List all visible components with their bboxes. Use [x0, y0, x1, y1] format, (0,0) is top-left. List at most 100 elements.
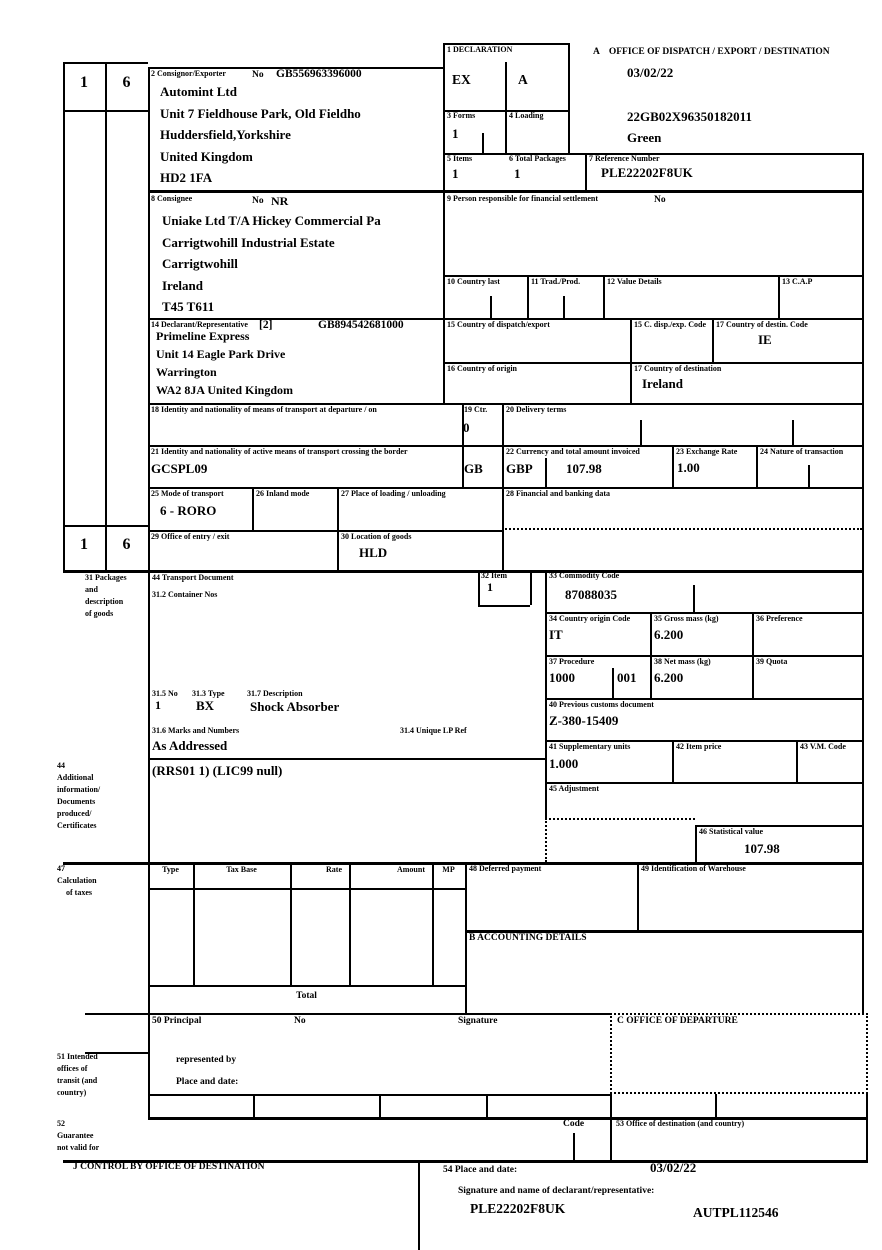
consignor-line: HD2 1FA	[160, 170, 213, 185]
nature-transaction-label: 24 Nature of transaction	[760, 447, 844, 456]
grid-line	[337, 487, 339, 570]
tick-line	[573, 1133, 575, 1160]
principal-label: 50 Principal	[152, 1016, 202, 1026]
grid-line	[148, 67, 150, 1117]
trad-prod-label: 11 Trad./Prod.	[531, 277, 581, 286]
marks-numbers-label: 31.6 Marks and Numbers	[152, 726, 240, 735]
transport-document-label: 44 Transport Document	[152, 573, 234, 582]
mode-transport-value: 6 - RORO	[160, 503, 217, 518]
procedure-value-1: 1000	[549, 670, 575, 685]
gross-mass-label: 35 Gross mass (kg)	[654, 614, 719, 623]
grid-line	[85, 1052, 148, 1054]
copy-number-right-bottom: 6	[122, 536, 131, 553]
grid-line	[148, 530, 502, 532]
grid-line	[545, 740, 862, 742]
grid-line	[778, 275, 780, 318]
represented-by-label: represented by	[176, 1055, 237, 1065]
place-and-date-label: 54 Place and date:	[443, 1165, 518, 1175]
grid-line	[866, 1094, 868, 1160]
tax-column-type: Type	[162, 865, 179, 874]
consignor-line: United Kingdom	[160, 149, 253, 164]
ctr-value: 0	[463, 420, 470, 435]
copy-number-left-top: 1	[80, 74, 88, 91]
consignor-line: Automint Ltd	[160, 84, 237, 99]
unique-lp-ref-label: 31.4 Unique LP Ref	[400, 726, 467, 735]
additional-info-label: produced/	[57, 809, 92, 818]
additional-info-label: information/	[57, 785, 101, 794]
grid-line	[545, 612, 862, 614]
grid-line	[505, 62, 507, 153]
grid-line	[695, 825, 697, 862]
calculation-taxes-label: Calculation	[57, 876, 97, 885]
tick-line	[693, 585, 695, 612]
net-mass-label: 38 Net mass (kg)	[654, 657, 711, 666]
grid-line	[630, 318, 632, 403]
grid-line	[252, 487, 254, 530]
office-dispatch-header: A OFFICE OF DISPATCH / EXPORT / DESTINAT…	[593, 47, 830, 57]
consignee-line: Uniake Ltd T/A Hickey Commercial Pa	[162, 213, 381, 228]
destination-country-value: Ireland	[642, 376, 683, 391]
mrn-number: 22GB02X96350182011	[627, 109, 752, 124]
dotted-line	[545, 818, 547, 862]
loading-label: 4 Loading	[509, 111, 544, 120]
grid-line	[465, 930, 862, 933]
currency-label: 22 Currency and total amount invoiced	[506, 447, 640, 456]
packages-label: description	[85, 597, 124, 606]
place-loading-label: 27 Place of loading / unloading	[341, 489, 446, 498]
grid-line	[63, 62, 65, 570]
grid-line	[432, 862, 434, 985]
tick-line	[640, 420, 642, 445]
grid-line	[148, 888, 465, 890]
exchange-rate-value: 1.00	[677, 460, 700, 475]
origin-country-label: 16 Country of origin	[447, 364, 517, 373]
declaration-label: 1 DECLARATION	[447, 45, 513, 54]
transit-offices-label: offices of	[57, 1064, 88, 1073]
tick-line	[482, 133, 484, 153]
mode-transport-label: 25 Mode of transport	[151, 489, 224, 498]
grid-line	[290, 862, 292, 985]
transit-offices-label: country)	[57, 1088, 87, 1097]
package-type-label: 31.3 Type	[192, 689, 225, 698]
additional-info-label: Certificates	[57, 821, 97, 830]
grid-line	[568, 43, 570, 153]
declarant-code: [2]	[259, 319, 273, 331]
consignor-line: Unit 7 Fieldhouse Park, Old Fieldho	[160, 106, 361, 121]
declarant-line: Unit 14 Eagle Park Drive	[156, 347, 286, 361]
grid-line	[63, 862, 862, 865]
description-label: 31.7 Description	[247, 689, 303, 698]
grid-line	[637, 862, 639, 930]
destination-country-label: 17 Country of destination	[634, 364, 722, 373]
tax-column-amount: Amount	[396, 865, 425, 874]
grid-line	[148, 190, 862, 193]
statistical-value: 107.98	[744, 841, 780, 856]
consignee-no-label: No	[252, 196, 264, 206]
guarantee-label: not valid for	[57, 1143, 100, 1152]
commodity-code-label: 33 Commodity Code	[549, 571, 620, 580]
principal-no-label: No	[294, 1016, 306, 1026]
ctr-label: 19 Ctr.	[464, 405, 488, 414]
grid-line	[443, 153, 862, 155]
marks-numbers-value: As Addressed	[152, 738, 228, 753]
grid-line	[545, 782, 862, 784]
grid-line	[63, 570, 862, 573]
grid-line	[443, 362, 862, 364]
cap-label: 13 C.A.P	[782, 277, 813, 286]
previous-document-value: Z-380-15409	[549, 713, 619, 728]
grid-line	[603, 275, 605, 318]
grid-line	[465, 862, 467, 1013]
tax-total-label: Total	[296, 991, 317, 1001]
exchange-rate-label: 23 Exchange Rate	[676, 447, 738, 456]
copy-number-left-bottom: 1	[80, 536, 88, 553]
item-number-label: 32 Item	[481, 571, 507, 580]
tax-column-base: Tax Base	[226, 865, 257, 874]
additional-info-label: Additional	[57, 773, 94, 782]
grid-line	[527, 275, 529, 318]
office-destination-label: 53 Office of destination (and country)	[616, 1119, 745, 1128]
grid-line	[712, 318, 714, 362]
place-and-date-value: 03/02/22	[650, 1160, 697, 1175]
total-packages-value: 1	[514, 166, 521, 181]
tax-column-rate: Rate	[326, 865, 342, 874]
grid-line	[796, 740, 798, 782]
grid-line	[148, 67, 443, 69]
tax-column-mp: MP	[442, 865, 455, 874]
